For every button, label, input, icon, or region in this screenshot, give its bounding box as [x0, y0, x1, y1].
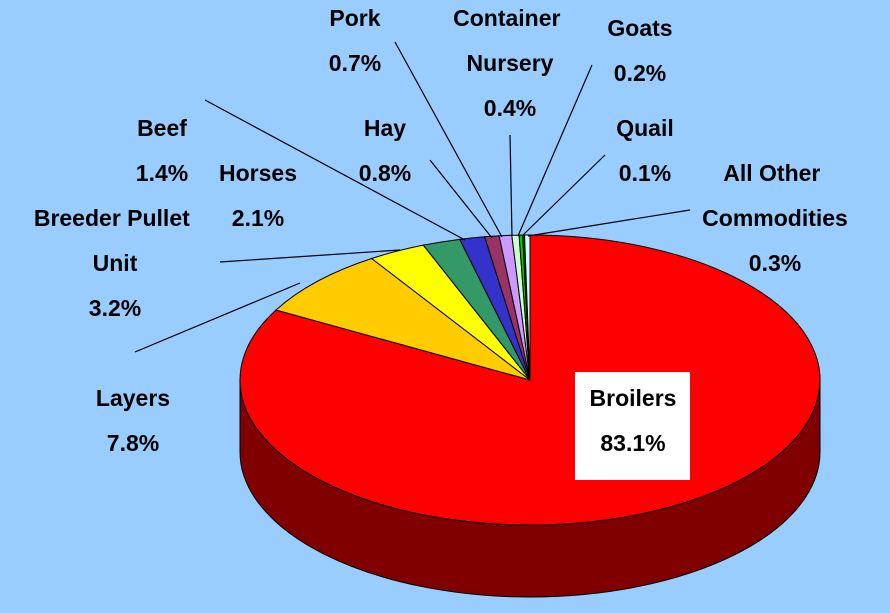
label-line: Beef: [137, 115, 187, 141]
label-line: Pork: [329, 5, 380, 31]
label-box: [575, 372, 690, 480]
label-line: Layers: [96, 385, 170, 411]
label-line: Quail: [616, 115, 674, 141]
label-line: Horses: [219, 160, 297, 186]
leader-line: [527, 209, 691, 237]
category-label: Pork: [329, 5, 380, 31]
leader-line: [429, 159, 493, 239]
value-label: 0.8%: [359, 160, 411, 186]
label-line: Commodities: [702, 205, 848, 231]
label-line: All Other: [723, 160, 827, 186]
category-label: Breeder Pullet Unit: [34, 205, 196, 276]
category-label: Beef: [137, 115, 187, 141]
label-line: Goats: [607, 15, 672, 41]
value-label: 0.4%: [484, 95, 536, 121]
leader-line: [517, 64, 593, 237]
category-label: Hay: [364, 115, 406, 141]
value-label: 0.7%: [329, 50, 381, 76]
value-label: 0.1%: [619, 160, 671, 186]
value-label: 0.2%: [614, 60, 666, 86]
category-label: All Other Commodities: [702, 160, 848, 231]
leader-line: [521, 154, 606, 237]
label-line: Unit: [93, 250, 138, 276]
pie-slice: [275, 257, 531, 381]
category-label: Horses: [219, 160, 297, 186]
category-label: Broilers: [590, 385, 677, 411]
category-label: Layers: [96, 385, 170, 411]
label-line: Breeder Pullet: [34, 205, 196, 231]
category-label: Quail: [616, 115, 674, 141]
label-line: Nursery: [467, 50, 554, 76]
label-line: Container: [453, 5, 567, 31]
value-label: 3.2%: [89, 295, 141, 321]
category-label: Container Nursery: [453, 5, 567, 76]
label-line: Hay: [364, 115, 406, 141]
leader-line: [394, 41, 503, 238]
leader-line: [134, 282, 301, 353]
value-label: 7.8%: [107, 430, 159, 456]
pie-slice: [524, 234, 531, 381]
leader-line: [509, 134, 513, 237]
category-label: Goats: [607, 15, 672, 41]
value-label: 83.1%: [600, 430, 665, 456]
value-label: 2.1%: [232, 205, 284, 231]
value-label: 0.3%: [749, 250, 801, 276]
leader-line: [219, 249, 401, 263]
leader-line: [204, 99, 466, 241]
label-line: Broilers: [590, 385, 677, 411]
value-label: 1.4%: [136, 160, 188, 186]
